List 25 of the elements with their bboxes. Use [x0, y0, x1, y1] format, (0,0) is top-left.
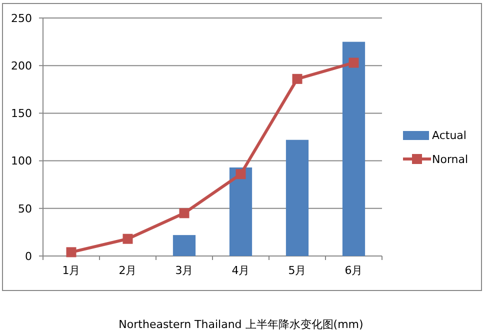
- bar: [172, 235, 196, 256]
- x-tick-label: 1月: [62, 264, 80, 277]
- point: [236, 169, 246, 180]
- text: Northeastern Thailand 上半年降水变化图(mm): [118, 318, 364, 331]
- x-tick-label: 4月: [232, 264, 250, 277]
- point: [348, 58, 359, 68]
- x-tick-label: 2月: [118, 264, 137, 277]
- point: [66, 247, 76, 258]
- x-tick-label: 6月: [344, 264, 363, 277]
- point: [292, 74, 302, 84]
- x-tick-label: 5月: [288, 264, 306, 277]
- bar: [229, 167, 252, 256]
- y-tick-label: 150: [11, 107, 32, 120]
- point: [122, 234, 133, 244]
- x-tick-label: 3月: [175, 264, 194, 277]
- legend-label: Actual: [432, 128, 466, 142]
- bar: [342, 42, 366, 256]
- y-tick-label: 0: [25, 250, 32, 263]
- legend-label: Nornal: [432, 152, 468, 166]
- y-tick-label: 200: [11, 59, 32, 72]
- point: [179, 208, 190, 218]
- y-tick-label: 250: [11, 12, 32, 25]
- bar: [286, 140, 309, 256]
- y-tick-label: 50: [18, 202, 32, 216]
- y-tick-label: 100: [11, 154, 32, 168]
